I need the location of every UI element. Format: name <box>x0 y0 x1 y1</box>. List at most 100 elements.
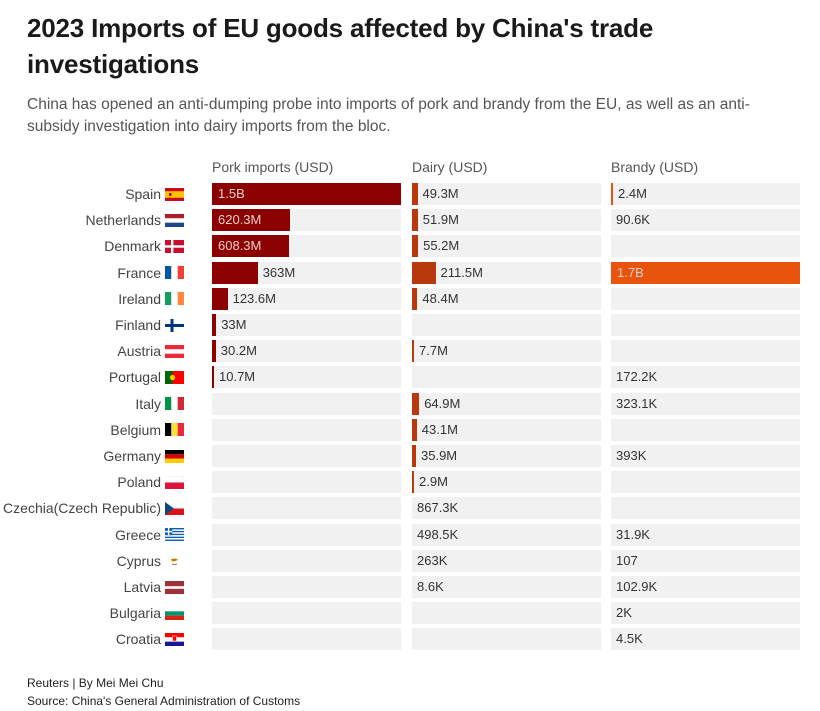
brandy-cell: 172.2K <box>611 366 800 389</box>
dairy-bar <box>412 471 414 494</box>
country-label: Ireland <box>118 288 184 310</box>
country-label: Croatia <box>116 628 184 650</box>
portugal-flag-icon <box>165 370 184 384</box>
dairy-value-label: 49.3M <box>422 186 459 201</box>
poland-flag-icon <box>165 475 184 489</box>
dairy-value-label: 7.7M <box>419 343 448 359</box>
pork-cell: 620.3M <box>212 209 401 232</box>
country-name: Czechia(Czech Republic) <box>3 500 161 517</box>
dairy-cell: 64.9M <box>412 392 601 415</box>
country-label: Greece <box>115 524 184 546</box>
dairy-cell: 55.2M <box>412 235 601 258</box>
country-name: Croatia <box>115 631 161 648</box>
brandy-value-label: 31.9K <box>616 526 650 542</box>
dairy-bar <box>412 261 436 284</box>
dairy-bar <box>412 418 417 441</box>
pork-bar <box>212 314 217 336</box>
dairy-bar <box>412 183 418 205</box>
column-header-brandy: Brandy (USD) <box>611 159 699 175</box>
dairy-value-label: 43.1M <box>421 421 458 437</box>
dairy-cell: 35.9M <box>412 445 601 467</box>
brandy-cell: 90.6K <box>611 209 800 232</box>
pork-bar <box>212 287 228 310</box>
brandy-cell: 4.5K <box>611 628 800 651</box>
brandy-value-label: 102.9K <box>616 579 658 594</box>
country-name: France <box>117 264 161 281</box>
dairy-value-label: 8.6K <box>417 579 444 594</box>
pork-bar <box>212 261 258 284</box>
dairy-bar <box>412 392 420 415</box>
country-name: Italy <box>135 395 161 412</box>
dairy-cell: 263K <box>412 549 601 572</box>
brandy-value-label: 172.2K <box>616 369 658 385</box>
brandy-cell <box>611 418 800 441</box>
country-label: Germany <box>103 445 184 467</box>
table-row: Croatia 4.5K <box>0 628 820 651</box>
dairy-bar <box>412 340 414 363</box>
dairy-cell: 498.5K <box>412 523 601 546</box>
pork-bar <box>212 340 216 363</box>
pork-cell: 10.7M <box>212 366 401 389</box>
table-row: Cyprus 263K 107 <box>0 549 820 572</box>
country-name: Ireland <box>118 290 161 307</box>
croatia-flag-icon <box>165 632 184 646</box>
dairy-value-label: 51.9M <box>422 212 459 228</box>
table-row: Netherlands 620.3M 51.9M 90.6K <box>0 209 820 232</box>
brandy-value-label: 107 <box>616 552 638 568</box>
brandy-cell <box>611 497 800 520</box>
austria-flag-icon <box>165 344 184 358</box>
country-label: Netherlands <box>85 209 184 231</box>
pork-cell: 33M <box>212 314 401 336</box>
pork-cell <box>212 497 401 520</box>
source-line: Source: China's General Administration o… <box>27 694 301 708</box>
column-header-dairy: Dairy (USD) <box>412 159 488 175</box>
country-name: Portugal <box>108 369 161 386</box>
bulgaria-flag-icon <box>165 606 184 620</box>
pork-value-label: 608.3M <box>218 238 262 254</box>
country-label: Cyprus <box>117 550 184 572</box>
country-name: Netherlands <box>85 212 162 229</box>
brandy-cell: 393K <box>611 445 800 467</box>
pork-cell <box>212 576 401 598</box>
brandy-cell: 102.9K <box>611 576 800 598</box>
brandy-value-label: 393K <box>616 448 647 463</box>
pork-bar <box>212 366 214 389</box>
brandy-value-label: 2K <box>616 605 632 621</box>
pork-value-label: 10.7M <box>219 369 256 385</box>
table-row: Belgium 43.1M <box>0 418 820 441</box>
pork-value-label: 1.5B <box>218 186 245 201</box>
table-row: Czechia(Czech Republic) 867.3K <box>0 497 820 520</box>
table-row: France 363M 211.5M 1.7B <box>0 261 820 284</box>
country-name: Spain <box>125 186 161 202</box>
dairy-value-label: 35.9M <box>421 448 458 463</box>
dairy-value-label: 867.3K <box>417 500 459 516</box>
ireland-flag-icon <box>165 292 184 306</box>
country-label: Poland <box>117 471 184 493</box>
dairy-value-label: 211.5M <box>440 264 483 280</box>
chart-title: 2023 Imports of EU goods affected by Chi… <box>27 13 654 79</box>
brandy-cell: 2.4M <box>611 183 800 205</box>
brandy-cell <box>611 235 800 258</box>
table-row: Bulgaria 2K <box>0 602 820 625</box>
netherlands-flag-icon <box>165 213 184 227</box>
belgium-flag-icon <box>165 423 184 437</box>
brandy-cell <box>611 340 800 363</box>
pork-cell: 1.5B <box>212 183 401 205</box>
france-flag-icon <box>165 266 184 280</box>
country-label: Spain <box>125 183 184 205</box>
dairy-cell: 7.7M <box>412 340 601 363</box>
pork-bar <box>212 183 401 205</box>
table-row: Portugal 10.7M 172.2K <box>0 366 820 389</box>
table-row: Austria 30.2M 7.7M <box>0 340 820 363</box>
country-name: Bulgaria <box>109 605 161 622</box>
pork-cell <box>212 523 401 546</box>
country-name: Denmark <box>104 238 161 255</box>
italy-flag-icon <box>165 397 184 411</box>
dairy-value-label: 2.9M <box>419 474 448 490</box>
pork-value-label: 620.3M <box>218 212 262 228</box>
pork-cell <box>212 549 401 572</box>
dairy-cell: 48.4M <box>412 287 601 310</box>
dairy-cell: 49.3M <box>412 183 601 205</box>
pork-cell <box>212 445 401 467</box>
brandy-value-label: 323.1K <box>616 395 658 411</box>
